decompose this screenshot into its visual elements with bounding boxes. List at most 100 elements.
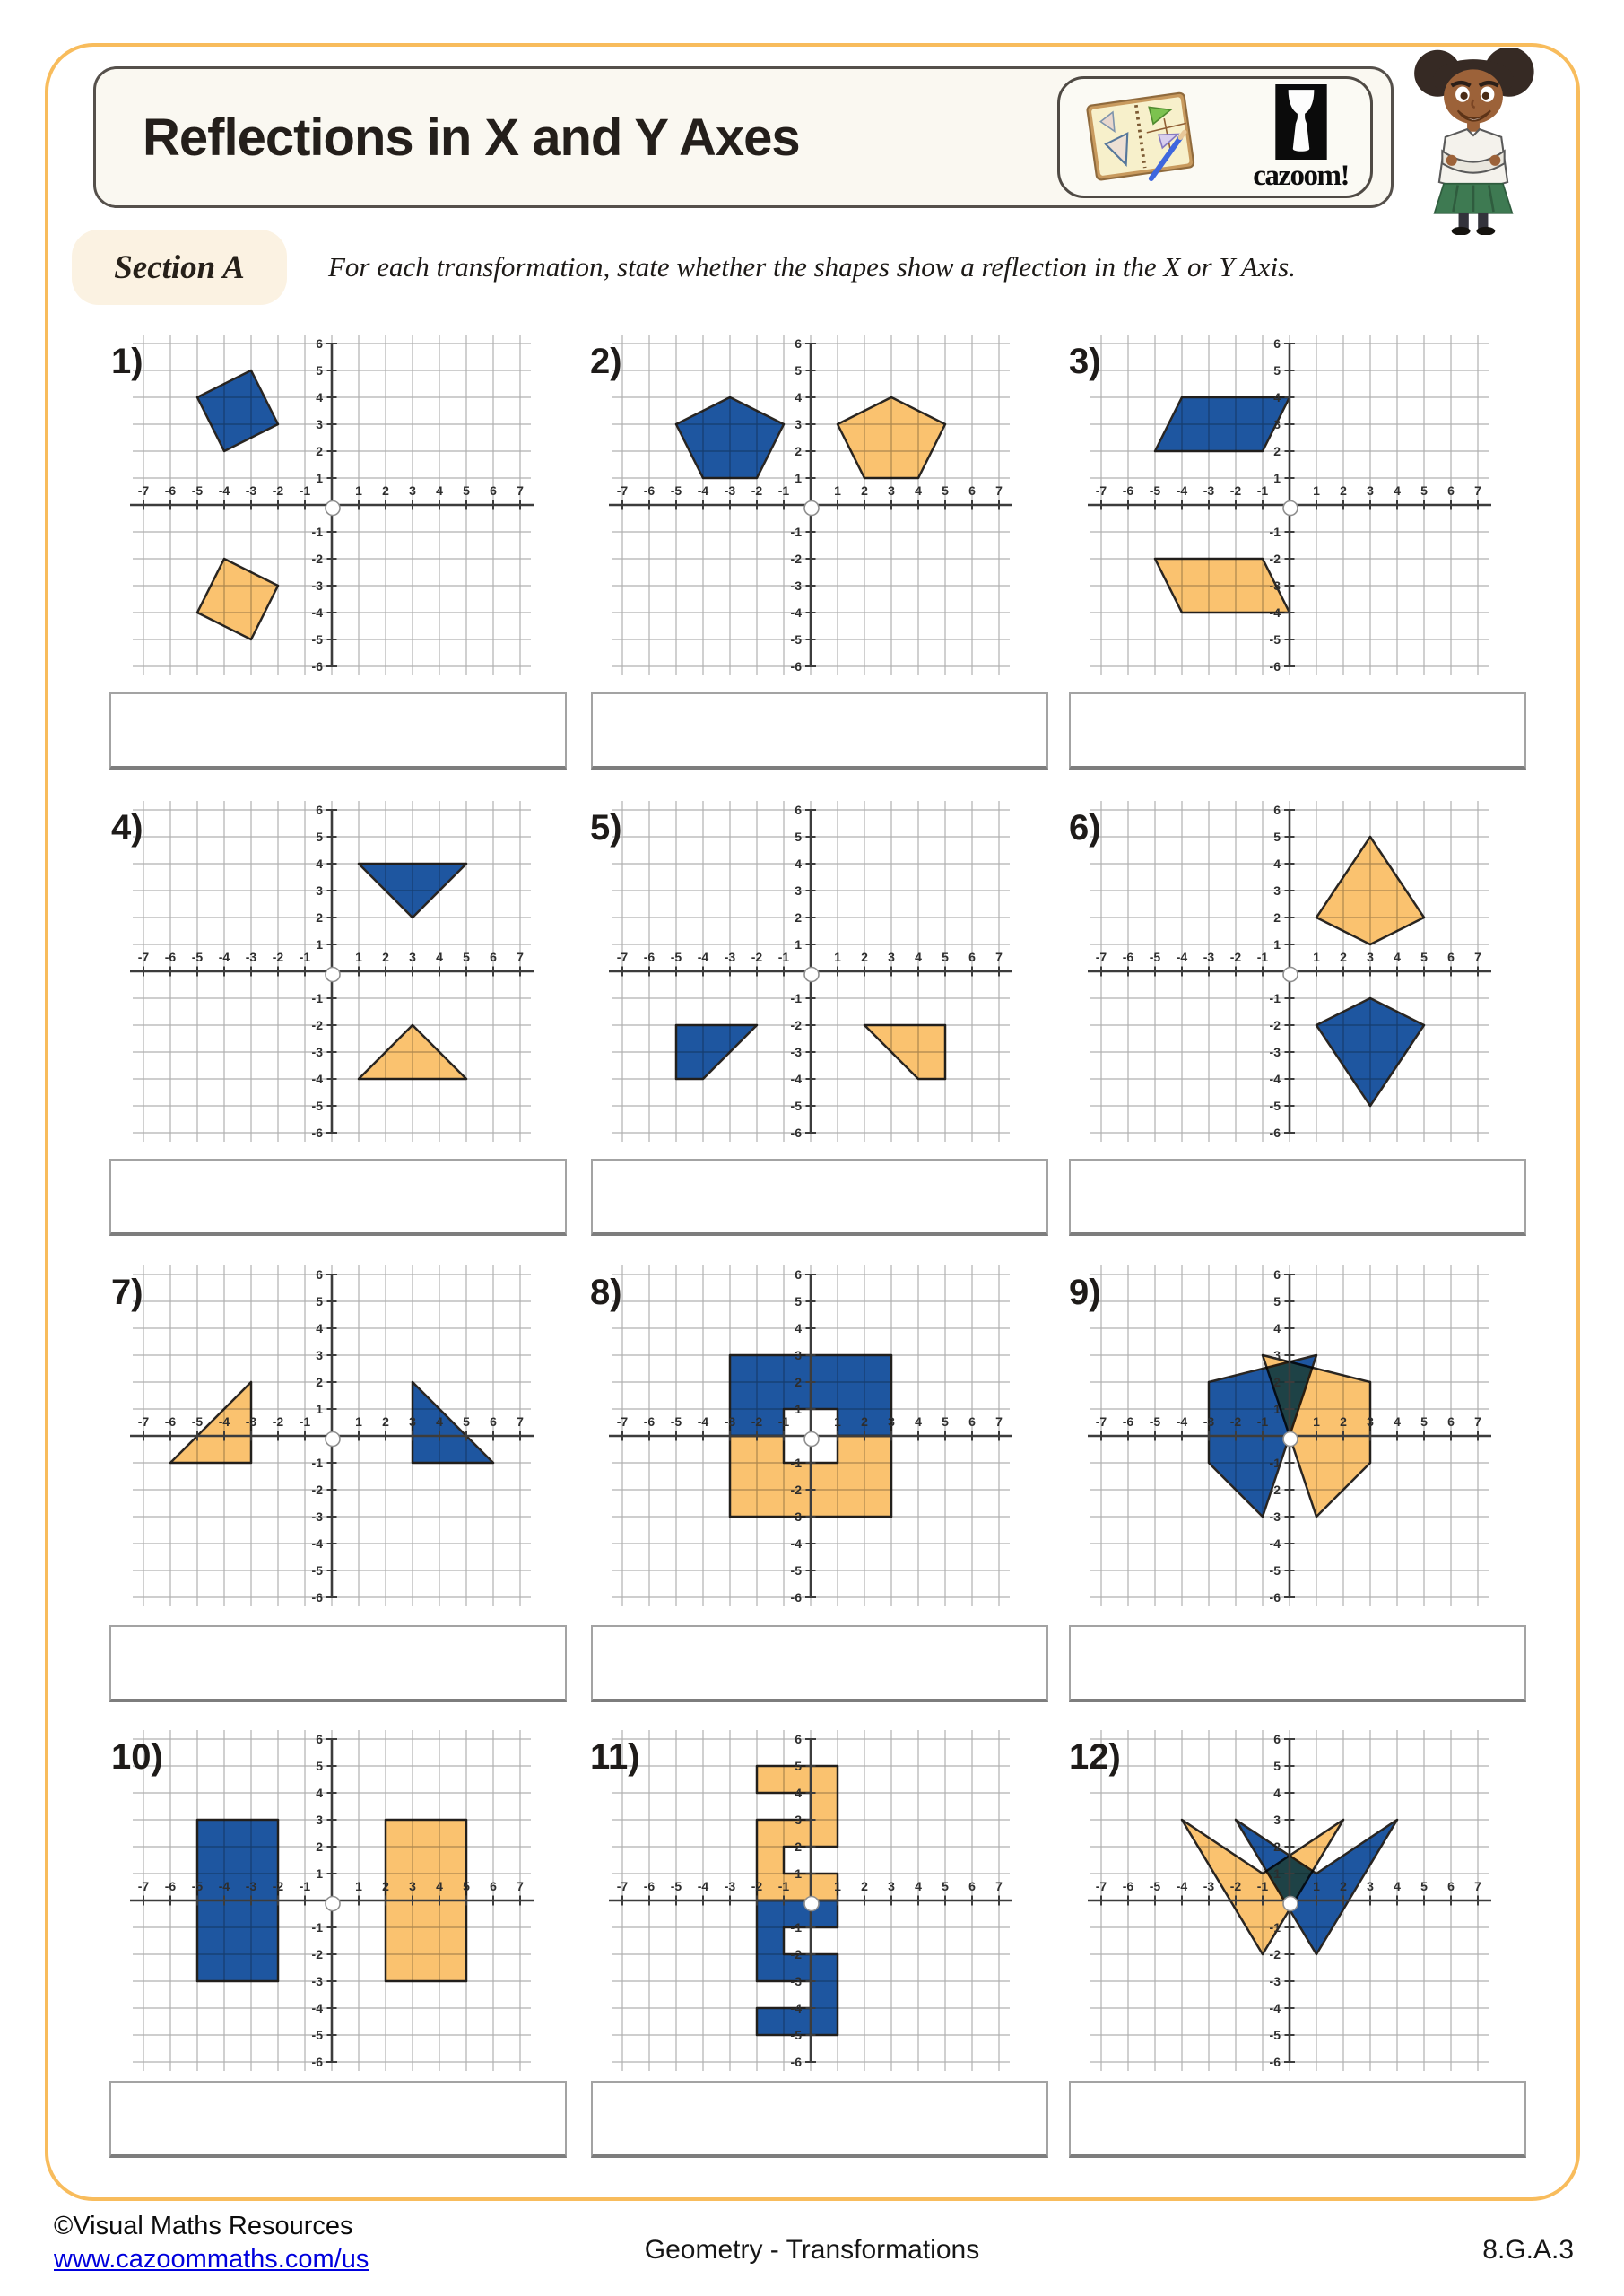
svg-text:-6: -6 <box>1123 950 1134 964</box>
svg-text:-1: -1 <box>791 1920 803 1935</box>
svg-text:4: 4 <box>436 483 443 498</box>
brand-name: cazoom! <box>1253 159 1350 192</box>
svg-text:7: 7 <box>1474 483 1481 498</box>
svg-text:-4: -4 <box>791 2001 803 2015</box>
svg-text:-3: -3 <box>725 1414 736 1429</box>
answer-box[interactable] <box>1069 2081 1526 2158</box>
svg-text:6: 6 <box>490 1879 497 1893</box>
svg-text:-3: -3 <box>1203 950 1215 964</box>
svg-text:4: 4 <box>1273 1786 1281 1800</box>
svg-text:-7: -7 <box>1096 1414 1107 1429</box>
answer-box[interactable] <box>1069 1625 1526 1702</box>
answer-box[interactable] <box>109 692 567 770</box>
answer-box[interactable] <box>109 1159 567 1236</box>
svg-text:-4: -4 <box>219 1414 230 1429</box>
svg-text:-2: -2 <box>1270 1483 1281 1497</box>
svg-text:-4: -4 <box>698 1879 709 1893</box>
svg-text:-2: -2 <box>312 1018 324 1032</box>
blue-shape <box>357 862 468 919</box>
svg-text:2: 2 <box>1273 910 1281 925</box>
orange-shape <box>195 557 280 641</box>
svg-text:-1: -1 <box>300 950 311 964</box>
svg-text:-3: -3 <box>1203 483 1215 498</box>
svg-text:5: 5 <box>1273 363 1281 378</box>
svg-text:6: 6 <box>1447 1414 1455 1429</box>
svg-text:1: 1 <box>795 937 802 952</box>
answer-box[interactable] <box>591 1159 1048 1236</box>
svg-text:-2: -2 <box>751 1879 763 1893</box>
svg-text:-2: -2 <box>273 483 284 498</box>
answer-box[interactable] <box>591 1625 1048 1702</box>
svg-text:7: 7 <box>1474 950 1481 964</box>
svg-text:6: 6 <box>795 336 802 351</box>
svg-text:4: 4 <box>1394 1879 1401 1893</box>
svg-text:2: 2 <box>382 1414 389 1429</box>
svg-text:5: 5 <box>1420 1879 1428 1893</box>
svg-text:-6: -6 <box>791 659 803 674</box>
svg-text:2: 2 <box>382 1879 389 1893</box>
svg-text:4: 4 <box>795 1786 802 1800</box>
svg-text:2: 2 <box>861 1879 868 1893</box>
svg-text:1: 1 <box>795 1402 802 1416</box>
svg-text:-5: -5 <box>1150 1414 1161 1429</box>
title-box: Reflections in X and Y Axes <box>93 66 1394 208</box>
svg-text:5: 5 <box>1420 483 1428 498</box>
answer-box[interactable] <box>109 1625 567 1702</box>
svg-text:4: 4 <box>436 1414 443 1429</box>
svg-text:6: 6 <box>968 1414 976 1429</box>
svg-text:-3: -3 <box>312 1045 324 1059</box>
svg-text:2: 2 <box>1273 1839 1281 1854</box>
svg-text:2: 2 <box>316 1375 323 1389</box>
svg-text:-6: -6 <box>165 950 177 964</box>
svg-text:1: 1 <box>355 950 362 964</box>
svg-text:-6: -6 <box>791 1590 803 1605</box>
svg-text:-6: -6 <box>165 1879 177 1893</box>
graph-cell: -7 -6 -5 -4 -3 -2 -1 1 2 3 4 5 6 7 6 5 4 3 2 1 -1 -2 -3 -4 -5 -6 <box>595 1248 1026 1624</box>
graph-cell: -7 -6 -5 -4 -3 -2 -1 1 2 3 4 5 6 7 6 5 4 3 2 1 -1 -2 -3 -4 -5 -6 <box>595 317 1026 693</box>
svg-text:-5: -5 <box>192 1879 204 1893</box>
footer-website-link[interactable]: www.cazoommaths.com/us <box>54 2245 369 2274</box>
svg-text:-3: -3 <box>312 1509 324 1524</box>
svg-text:-7: -7 <box>138 1414 150 1429</box>
svg-text:1: 1 <box>1313 1414 1320 1429</box>
answer-box[interactable] <box>109 2081 567 2158</box>
svg-text:-2: -2 <box>751 950 763 964</box>
svg-text:-3: -3 <box>791 578 803 593</box>
svg-text:-4: -4 <box>1270 1536 1281 1551</box>
svg-text:3: 3 <box>316 417 323 431</box>
svg-text:-5: -5 <box>312 1099 324 1113</box>
svg-text:-6: -6 <box>1270 1126 1281 1140</box>
svg-text:4: 4 <box>316 1321 323 1335</box>
svg-text:2: 2 <box>795 910 802 925</box>
svg-text:2: 2 <box>1340 1414 1347 1429</box>
answer-box[interactable] <box>591 692 1048 770</box>
answer-box[interactable] <box>591 2081 1048 2158</box>
svg-text:6: 6 <box>968 950 976 964</box>
svg-text:-3: -3 <box>725 1879 736 1893</box>
svg-text:-6: -6 <box>644 483 656 498</box>
svg-text:-5: -5 <box>192 1414 204 1429</box>
answer-box[interactable] <box>1069 692 1526 770</box>
problem-number: 4) <box>111 808 143 848</box>
coordinate-grid: -7 -6 -5 -4 -3 -2 -1 1 2 3 4 5 6 7 6 5 4 3 2 1 -1 -2 -3 -4 -5 -6 <box>609 801 1012 1142</box>
orange-shape <box>836 396 947 480</box>
svg-text:-6: -6 <box>1123 1879 1134 1893</box>
svg-text:4: 4 <box>436 950 443 964</box>
svg-text:-4: -4 <box>219 1879 230 1893</box>
svg-text:6: 6 <box>968 483 976 498</box>
svg-text:-3: -3 <box>1270 1974 1281 1988</box>
svg-text:1: 1 <box>1273 1866 1281 1881</box>
svg-text:-2: -2 <box>312 1483 324 1497</box>
svg-text:6: 6 <box>795 1732 802 1746</box>
svg-text:5: 5 <box>795 1294 802 1309</box>
svg-text:-3: -3 <box>725 950 736 964</box>
graph-cell: -7 -6 -5 -4 -3 -2 -1 1 2 3 4 5 6 7 6 5 4 3 2 1 -1 -2 -3 -4 -5 -6 <box>595 1712 1026 2089</box>
svg-text:1: 1 <box>834 1879 841 1893</box>
svg-text:1: 1 <box>316 1866 323 1881</box>
answer-box[interactable] <box>1069 1159 1526 1236</box>
svg-text:-2: -2 <box>751 1414 763 1429</box>
svg-text:5: 5 <box>795 830 802 844</box>
svg-text:4: 4 <box>795 857 802 871</box>
svg-text:5: 5 <box>942 1414 949 1429</box>
